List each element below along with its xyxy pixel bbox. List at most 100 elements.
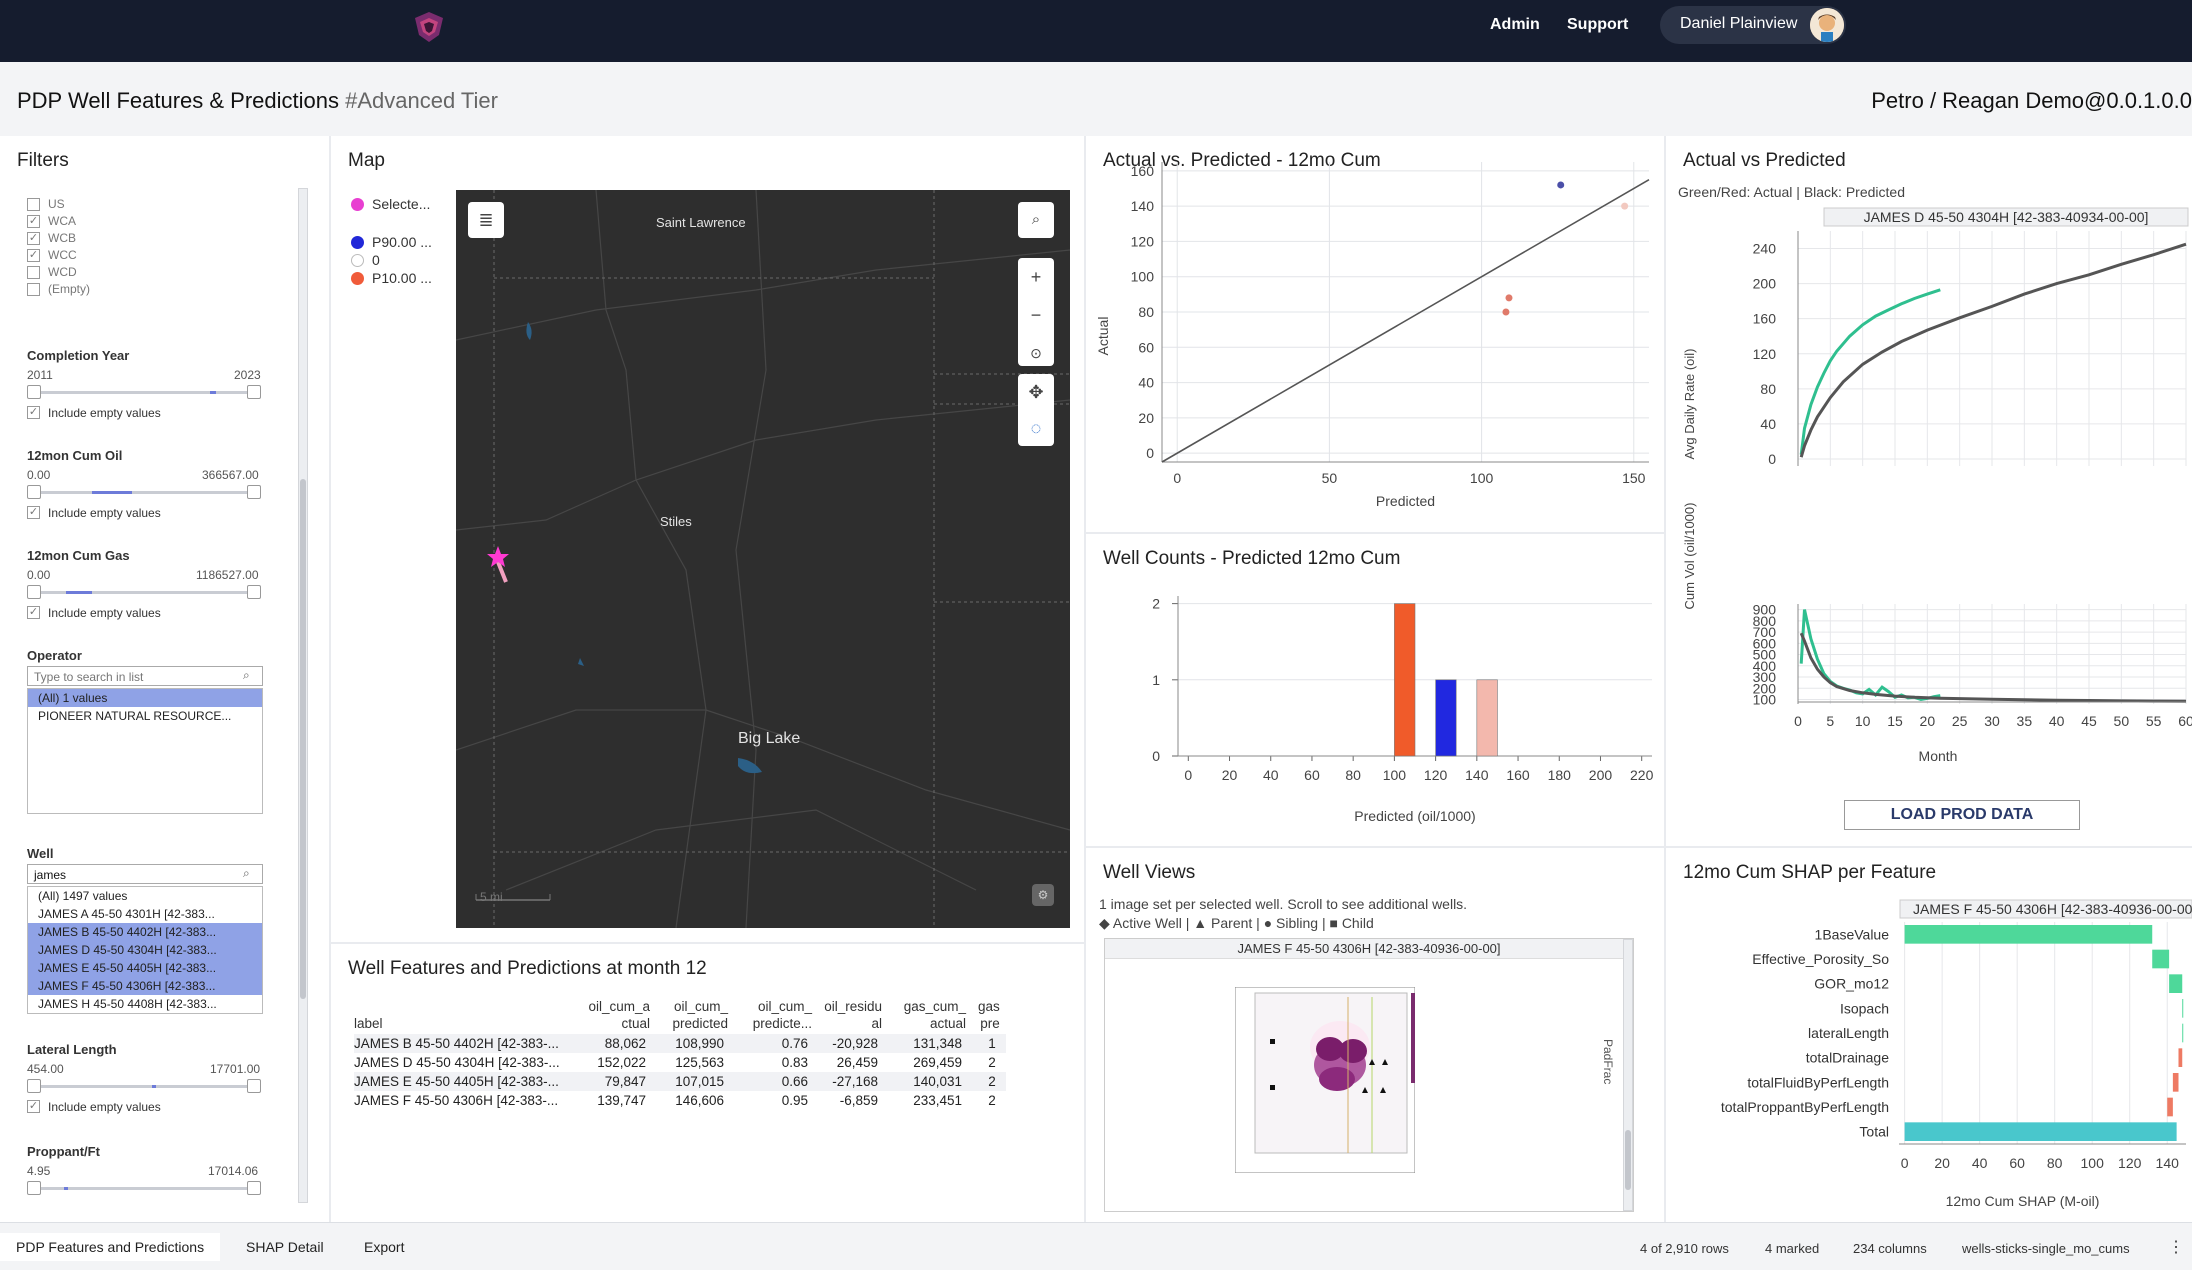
map-canvas[interactable]: Saint Lawrence Stiles Big Lake 5 mi ≣ ⌕ …	[456, 190, 1070, 928]
shap-bar	[2172, 1073, 2179, 1092]
list-item[interactable]: JAMES F 45-50 4306H [42-383...	[28, 977, 262, 995]
operator-list[interactable]: (All) 1 values PIONEER NATURAL RESOURCE.…	[27, 688, 263, 814]
production-title: Actual vs Predicted	[1683, 150, 1846, 171]
table-row[interactable]: JAMES D 45-50 4304H [42-383-... 152,022 12…	[354, 1053, 1006, 1072]
well-stick[interactable]	[496, 561, 508, 583]
y-tick-label: totalProppantByPerfLength	[1721, 1099, 1889, 1115]
cum-gas-empty-checkbox[interactable]: ✓	[27, 606, 40, 619]
features-table[interactable]: label oil_cum_a ctual oil_cum_ predicted…	[354, 998, 1006, 1110]
list-item[interactable]: JAMES H 45-50 4408H [42-383...	[38, 997, 217, 1011]
cum-oil-empty-label: Include empty values	[48, 506, 161, 520]
well-image-title: JAMES F 45-50 4306H [42-383-40936-00-00]	[1105, 939, 1633, 959]
list-item[interactable]: JAMES E 45-50 4405H [42-383...	[28, 959, 262, 977]
tab-export[interactable]: Export	[364, 1239, 405, 1255]
tab-pdp-features[interactable]: PDP Features and Predictions	[0, 1233, 221, 1261]
completion-year-min-handle[interactable]	[27, 385, 41, 399]
shap-chart[interactable]: JAMES F 45-50 4306H [42-383-40936-00-00]…	[1666, 848, 2192, 1222]
column-count: 234 columns	[1853, 1241, 1927, 1256]
column-header[interactable]: gas pre	[978, 999, 1000, 1031]
well-list[interactable]: (All) 1497 values JAMES A 45-50 4301H [4…	[27, 886, 263, 1014]
y-tick-label: 160	[1131, 163, 1155, 179]
well-views-scrollbar[interactable]	[1623, 939, 1633, 1211]
cum-oil-min-handle[interactable]	[27, 485, 41, 499]
cum-oil-empty-checkbox[interactable]: ✓	[27, 506, 40, 519]
y-tick-label: 500	[1753, 647, 1777, 663]
zoom-in-button[interactable]: +	[1030, 267, 1042, 287]
more-options-icon[interactable]: ⋮	[2168, 1239, 2184, 1256]
scrollbar-thumb[interactable]	[1625, 1130, 1631, 1190]
map-settings-icon[interactable]: ⚙	[1032, 884, 1054, 906]
completion-year-max-handle[interactable]	[247, 385, 261, 399]
nav-admin[interactable]: Admin	[1490, 16, 1540, 33]
column-header[interactable]: gas_cum_ actual	[903, 999, 966, 1031]
column-header[interactable]: oil_cum_ predicted	[672, 999, 728, 1031]
column-header[interactable]: oil_residu al	[824, 999, 882, 1031]
cum-oil-min: 0.00	[27, 468, 51, 482]
basin-checkbox[interactable]: ✓	[27, 215, 40, 228]
lateral-length-empty-checkbox[interactable]: ✓	[27, 1100, 40, 1113]
completion-year-empty-checkbox[interactable]: ✓	[27, 406, 40, 419]
proppant-slider[interactable]	[34, 1187, 254, 1190]
basin-checkbox[interactable]: ✓	[27, 249, 40, 262]
reset-view-icon[interactable]: ⊙	[1030, 345, 1042, 361]
legend-label[interactable]: Selecte...	[372, 196, 431, 212]
list-item[interactable]: (All) 1 values	[28, 689, 262, 707]
legend-label[interactable]: 0	[372, 252, 380, 268]
cum-gas-max-handle[interactable]	[247, 585, 261, 599]
completion-year-slider[interactable]	[34, 391, 254, 394]
search-icon[interactable]: ⌕	[1018, 202, 1054, 238]
lasso-icon[interactable]: ◌	[1030, 418, 1042, 438]
nav-support[interactable]: Support	[1567, 16, 1629, 33]
legend-swatch	[351, 236, 364, 249]
user-menu[interactable]: Daniel Plainview	[1660, 6, 1846, 44]
data-table-name[interactable]: wells-sticks-single_mo_cums	[1962, 1241, 2130, 1256]
zoom-out-button[interactable]: −	[1030, 305, 1042, 325]
y-tick-label: Effective_Porosity_So	[1752, 951, 1889, 967]
cum-gas-min-handle[interactable]	[27, 585, 41, 599]
column-header[interactable]: oil_cum_a ctual	[588, 999, 650, 1031]
production-chart[interactable]: JAMES D 45-50 4304H [42-383-40934-00-00]…	[1666, 136, 2192, 776]
list-item[interactable]: JAMES B 45-50 4402H [42-383...	[28, 923, 262, 941]
lateral-length-slider[interactable]	[34, 1085, 254, 1088]
list-item[interactable]: (All) 1497 values	[38, 889, 128, 903]
y-tick-label: 120	[1753, 346, 1777, 362]
layers-icon[interactable]: ≣	[468, 202, 504, 238]
table-cell: JAMES E 45-50 4405H [42-383-...	[354, 1072, 580, 1091]
basin-checkbox[interactable]	[27, 283, 40, 296]
cum-oil-max-handle[interactable]	[247, 485, 261, 499]
basin-checkbox[interactable]	[27, 198, 40, 211]
table-row[interactable]: JAMES F 45-50 4306H [42-383-... 139,747 14…	[354, 1091, 1006, 1110]
map-place-label: Big Lake	[738, 730, 801, 747]
list-item[interactable]: JAMES A 45-50 4301H [42-383...	[38, 907, 215, 921]
proppant-min-handle[interactable]	[27, 1181, 41, 1195]
scatter-chart[interactable]: 0 50 100 150020406080100120140160PredictedA…	[1086, 136, 1664, 532]
legend-label[interactable]: P90.00 ...	[372, 234, 432, 250]
operator-search-input[interactable]: Type to search in list	[27, 666, 263, 686]
row-count: 4 of 2,910 rows	[1640, 1241, 1729, 1256]
selected-well-star[interactable]	[487, 546, 509, 567]
basin-checkbox[interactable]	[27, 266, 40, 279]
filters-scrollbar[interactable]	[298, 188, 308, 1203]
list-item[interactable]: JAMES D 45-50 4304H [42-383...	[28, 941, 262, 959]
well-search-input[interactable]: james	[27, 864, 263, 884]
list-item[interactable]: PIONEER NATURAL RESOURCE...	[38, 709, 232, 723]
basin-checkbox[interactable]: ✓	[27, 232, 40, 245]
cum-oil-slider[interactable]	[34, 491, 254, 494]
lateral-length-max-handle[interactable]	[247, 1079, 261, 1093]
table-row[interactable]: JAMES E 45-50 4405H [42-383-... 79,847 107…	[354, 1072, 1006, 1091]
column-header[interactable]: label	[354, 1016, 383, 1031]
legend-label[interactable]: P10.00 ...	[372, 270, 432, 286]
scrollbar-thumb[interactable]	[300, 479, 306, 999]
tab-shap-detail[interactable]: SHAP Detail	[246, 1239, 324, 1255]
table-row[interactable]: JAMES B 45-50 4402H [42-383-... 88,062 108…	[354, 1034, 1006, 1053]
load-prod-data-button[interactable]: LOAD PROD DATA	[1844, 800, 2080, 830]
column-header[interactable]: oil_cum_ predicte...	[752, 999, 812, 1031]
app-logo[interactable]	[412, 10, 446, 44]
proppant-max-handle[interactable]	[247, 1181, 261, 1195]
pan-icon[interactable]: ✥	[1028, 382, 1044, 402]
well-image[interactable]	[1235, 987, 1415, 1173]
x-tick-label: 120	[2118, 1155, 2142, 1171]
cum-gas-slider[interactable]	[34, 591, 254, 594]
lateral-length-min-handle[interactable]	[27, 1079, 41, 1093]
